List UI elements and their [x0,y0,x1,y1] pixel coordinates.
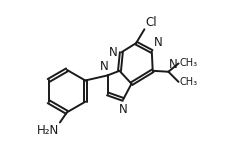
Text: N: N [100,60,109,73]
Text: Cl: Cl [145,16,157,29]
Text: CH₃: CH₃ [179,58,197,68]
Text: H₂N: H₂N [37,124,59,137]
Text: N: N [169,58,178,71]
Text: CH₃: CH₃ [179,77,197,87]
Text: N: N [119,103,128,117]
Text: N: N [109,46,117,59]
Text: N: N [154,36,163,49]
